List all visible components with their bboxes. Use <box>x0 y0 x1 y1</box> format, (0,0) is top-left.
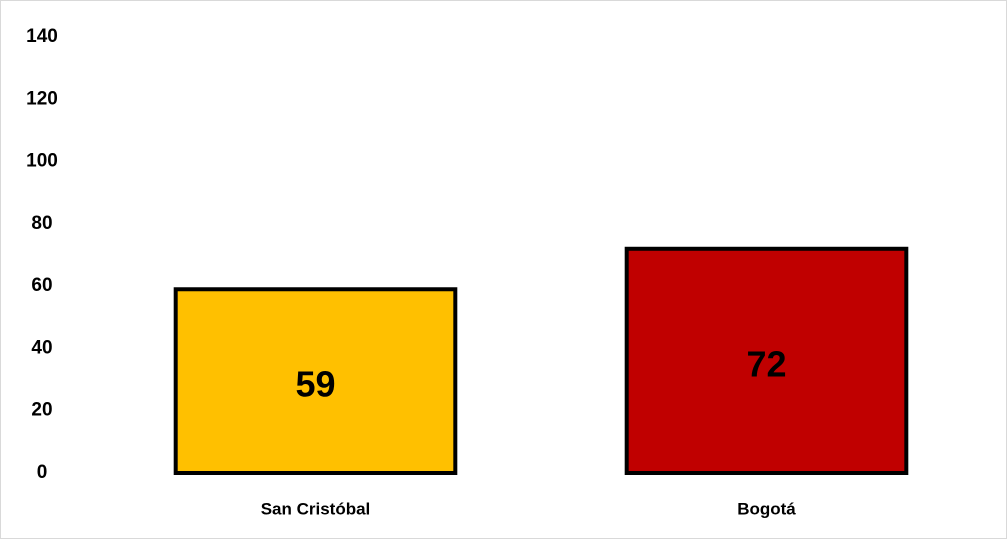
x-tick-label: San Cristóbal <box>261 499 371 518</box>
y-tick-label: 40 <box>31 337 52 358</box>
data-label: 72 <box>746 343 786 384</box>
y-tick-label: 0 <box>37 462 48 483</box>
data-label: 59 <box>295 364 335 405</box>
bar <box>173 287 458 475</box>
y-tick-label: 80 <box>31 213 52 234</box>
y-tick-label: 120 <box>26 88 58 109</box>
y-tick-label: 140 <box>26 26 58 47</box>
y-tick-label: 20 <box>31 400 52 421</box>
bar <box>624 246 909 475</box>
y-tick-label: 60 <box>31 275 52 296</box>
y-tick-label: 100 <box>26 151 58 172</box>
x-tick-label: Bogotá <box>737 499 796 518</box>
